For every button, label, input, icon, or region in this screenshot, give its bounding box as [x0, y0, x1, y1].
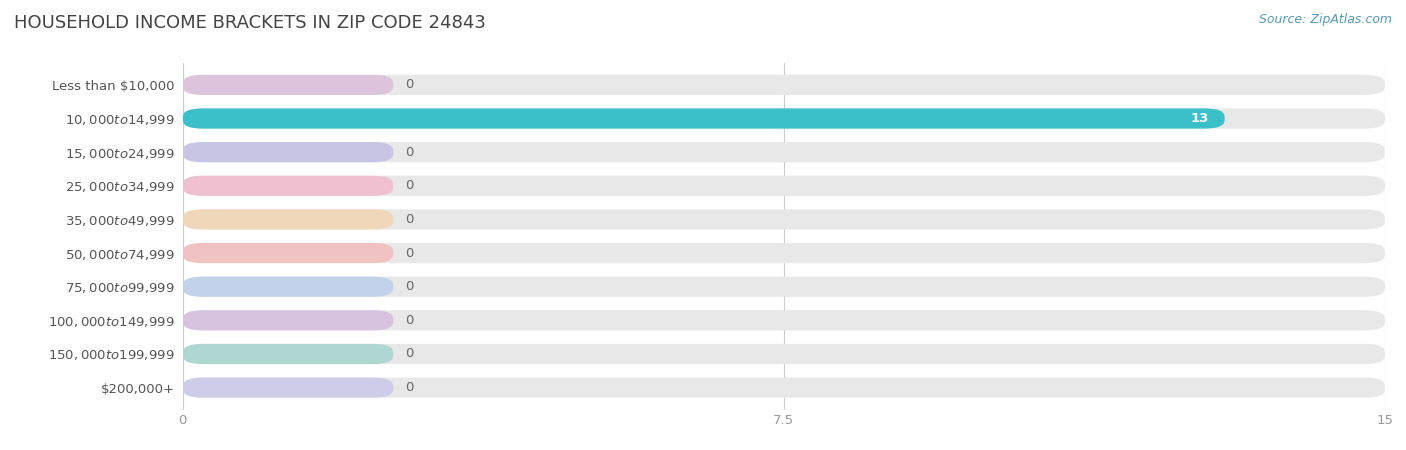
Text: 0: 0 — [405, 78, 413, 91]
FancyBboxPatch shape — [183, 378, 394, 398]
Text: 0: 0 — [405, 381, 413, 394]
Text: Source: ZipAtlas.com: Source: ZipAtlas.com — [1258, 14, 1392, 27]
FancyBboxPatch shape — [183, 176, 1385, 196]
FancyBboxPatch shape — [183, 75, 1385, 95]
Text: 0: 0 — [405, 314, 413, 327]
FancyBboxPatch shape — [183, 277, 1385, 297]
FancyBboxPatch shape — [183, 243, 394, 263]
FancyBboxPatch shape — [183, 243, 1385, 263]
FancyBboxPatch shape — [183, 277, 394, 297]
FancyBboxPatch shape — [183, 142, 1385, 162]
FancyBboxPatch shape — [183, 108, 1225, 129]
FancyBboxPatch shape — [183, 108, 1385, 129]
FancyBboxPatch shape — [183, 344, 394, 364]
Text: 0: 0 — [405, 247, 413, 260]
FancyBboxPatch shape — [183, 310, 1385, 330]
FancyBboxPatch shape — [183, 378, 1385, 398]
FancyBboxPatch shape — [183, 209, 1385, 230]
Text: 0: 0 — [405, 213, 413, 226]
FancyBboxPatch shape — [183, 310, 394, 330]
FancyBboxPatch shape — [183, 344, 1385, 364]
Text: HOUSEHOLD INCOME BRACKETS IN ZIP CODE 24843: HOUSEHOLD INCOME BRACKETS IN ZIP CODE 24… — [14, 14, 486, 32]
Text: 0: 0 — [405, 347, 413, 360]
Text: 13: 13 — [1191, 112, 1209, 125]
Text: 0: 0 — [405, 179, 413, 192]
Text: 0: 0 — [405, 146, 413, 159]
FancyBboxPatch shape — [183, 75, 394, 95]
FancyBboxPatch shape — [183, 176, 394, 196]
Text: 0: 0 — [405, 280, 413, 293]
FancyBboxPatch shape — [183, 209, 394, 230]
FancyBboxPatch shape — [183, 142, 394, 162]
